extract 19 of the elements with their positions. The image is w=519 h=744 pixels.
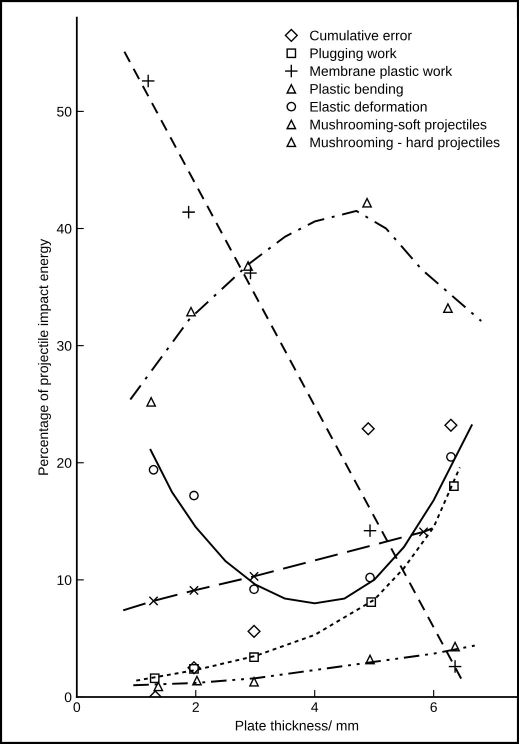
legend-label: Membrane plastic work <box>310 66 452 79</box>
legend-label: Cumulative error <box>310 30 412 40</box>
y-tick-label: 30 <box>57 340 72 351</box>
x-tick-label: 6 <box>430 702 437 712</box>
y-tick-label: 0 <box>64 692 72 702</box>
y-axis-title: Percentage of projectile impact energy <box>38 238 51 475</box>
legend-label: Elastic deformation <box>310 101 427 112</box>
x-tick-label: 0 <box>73 702 80 712</box>
legend-label: Plugging work <box>310 48 397 61</box>
y-tick-label: 40 <box>56 224 72 234</box>
legend-label: Plastic bending <box>310 84 403 97</box>
x-axis-title: Plate thickness/ mm <box>236 720 358 731</box>
legend-label: Mushrooming - hard projectiles <box>310 137 500 150</box>
y-tick-label: 10 <box>58 575 72 586</box>
legend-label: Mushrooming-soft projectiles <box>310 119 486 132</box>
x-tick-label: 2 <box>192 702 199 712</box>
y-tick-label: 50 <box>57 106 72 117</box>
y-tick-label: 20 <box>57 458 72 468</box>
x-tick-label: 4 <box>311 702 318 712</box>
